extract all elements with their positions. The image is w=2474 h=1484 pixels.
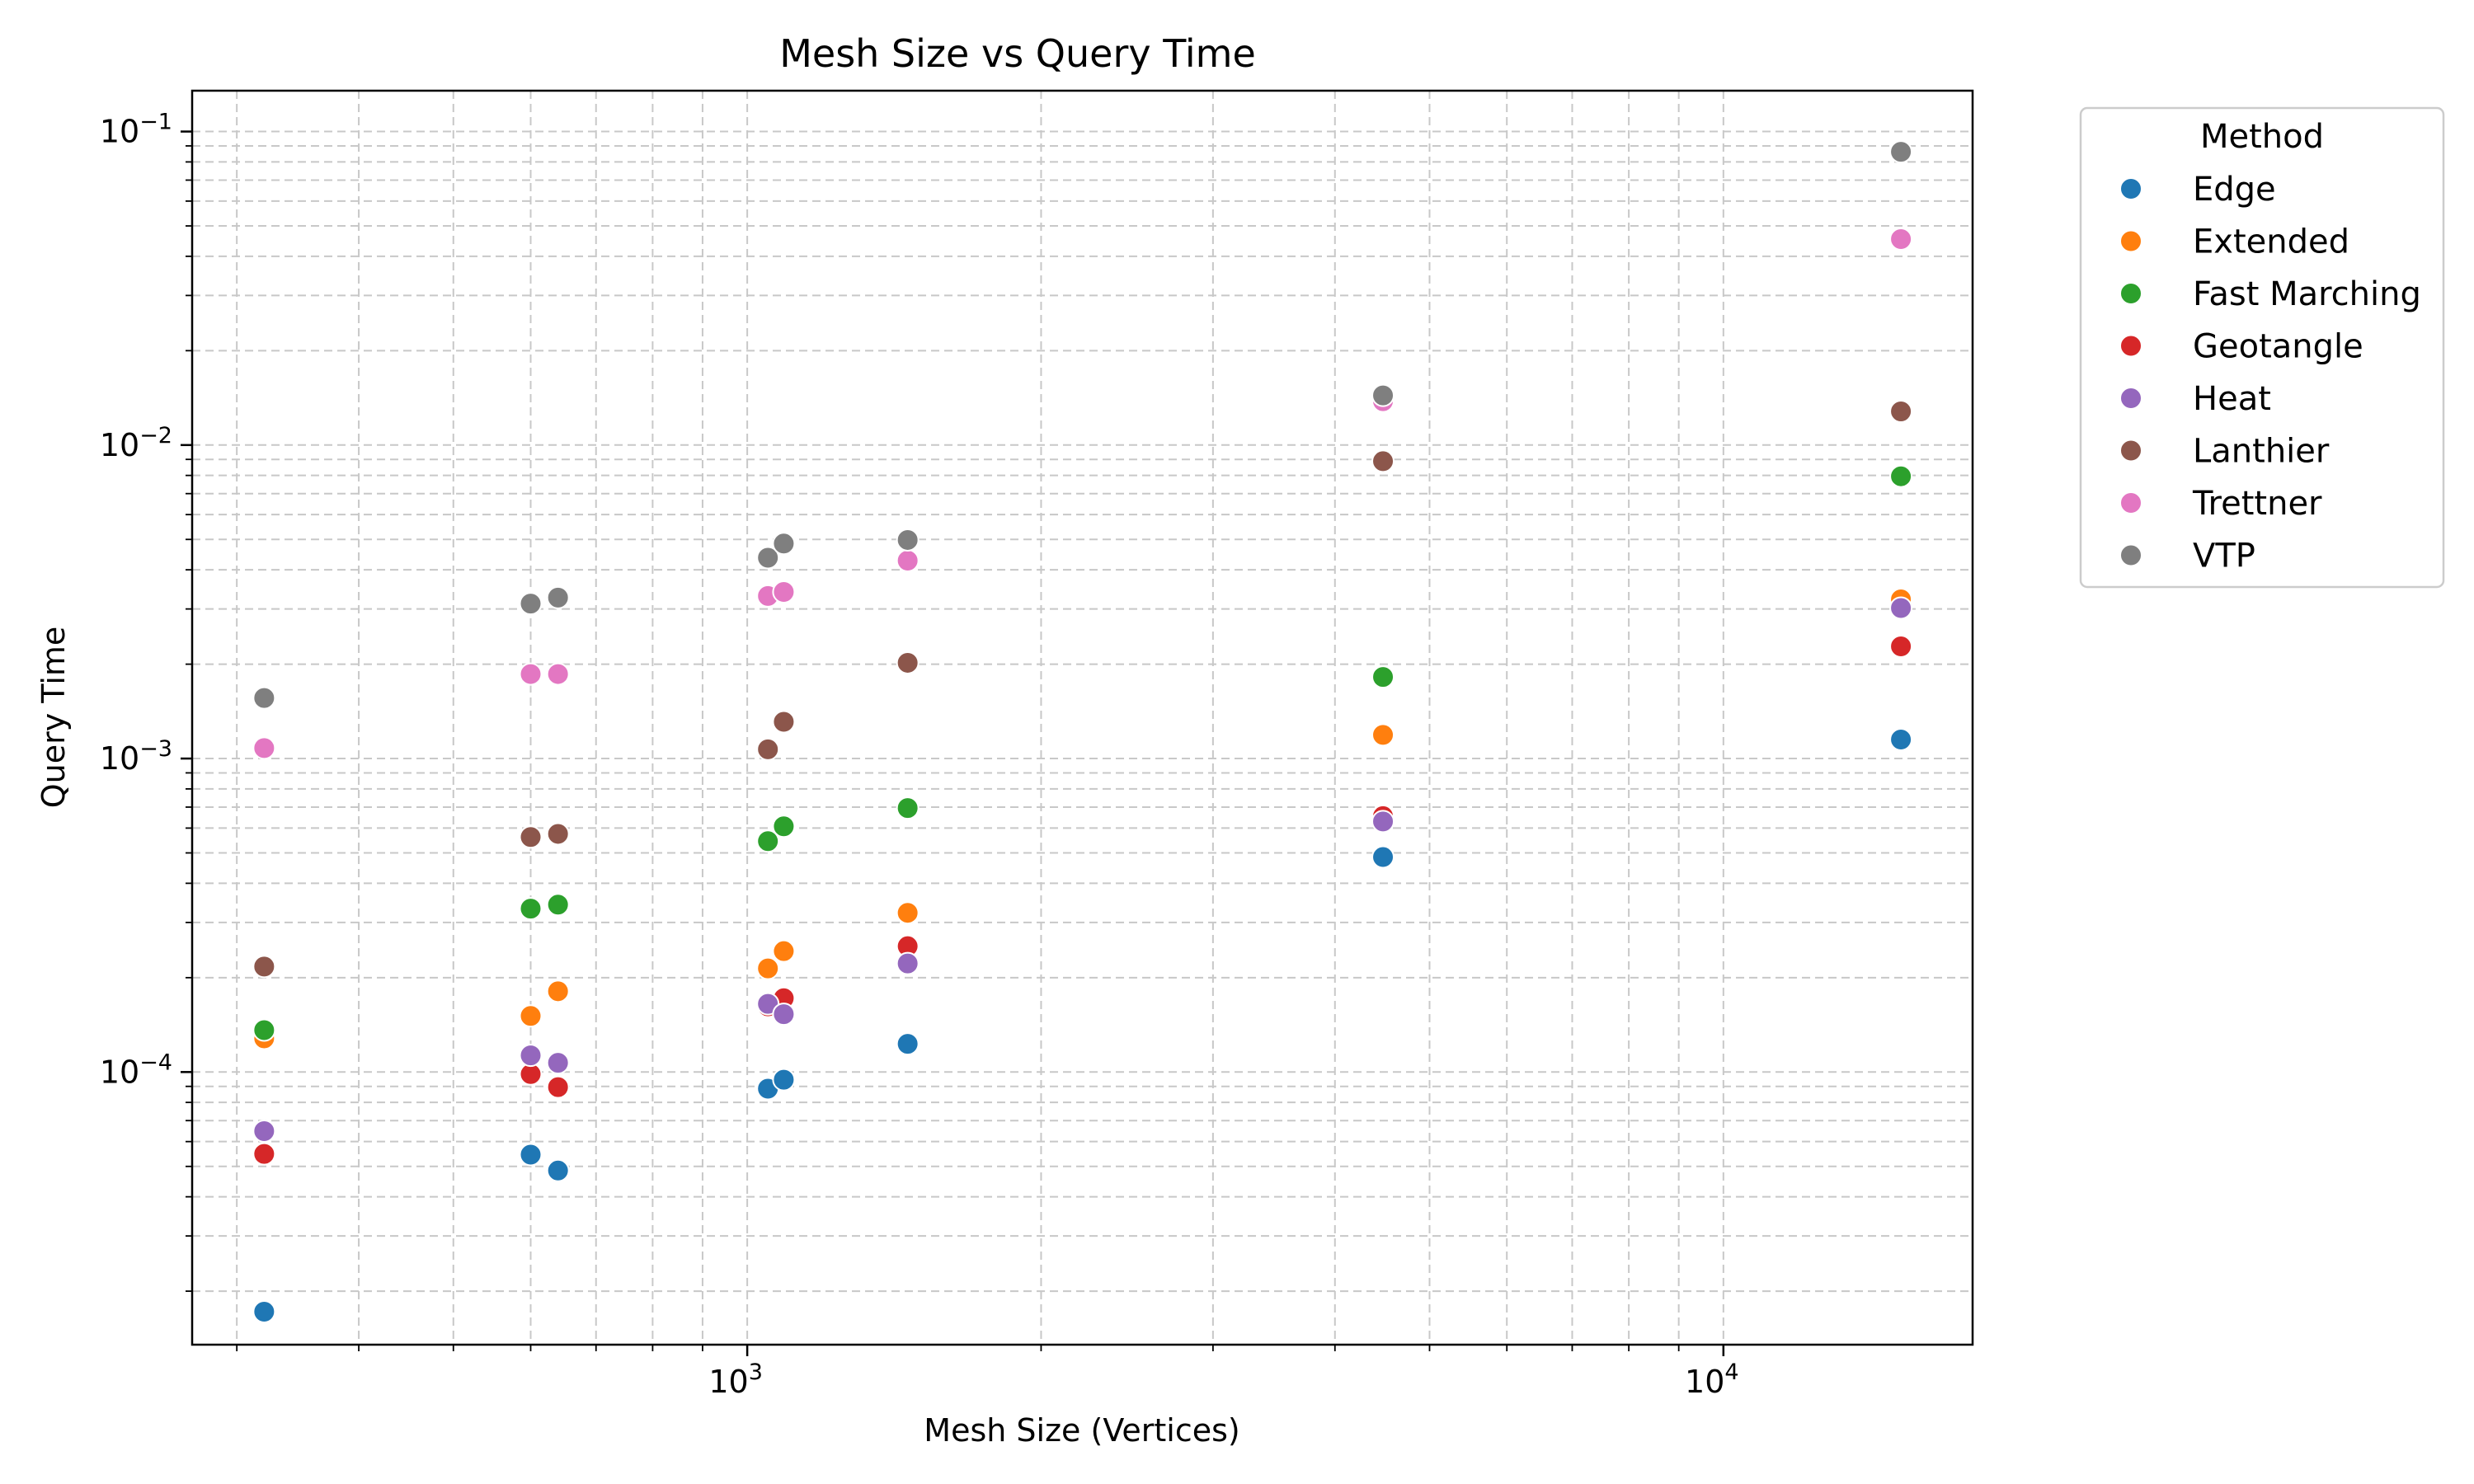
y-tick-label: 10−1 — [100, 110, 172, 150]
data-point-edge — [252, 1299, 276, 1323]
data-point-trettner — [519, 662, 543, 686]
data-point-vtp — [1889, 140, 1913, 164]
data-point-heat — [252, 1119, 276, 1143]
data-point-fast-marching — [1889, 464, 1913, 488]
data-point-extended — [896, 901, 920, 925]
legend-marker-vtp — [2119, 543, 2142, 567]
data-point-fast-marching — [772, 815, 796, 838]
data-point-fast-marching — [546, 893, 570, 917]
plot-area-frame — [190, 89, 1974, 1346]
data-point-fast-marching — [756, 829, 780, 853]
data-point-edge — [1371, 845, 1395, 869]
legend-label-lanthier: Lanthier — [2193, 433, 2330, 471]
y-tick-label: 10−2 — [100, 423, 172, 463]
data-point-lanthier — [1889, 400, 1913, 424]
legend-label-fast-marching: Fast Marching — [2193, 275, 2421, 313]
data-point-trettner — [252, 736, 276, 760]
data-point-lanthier — [519, 825, 543, 849]
data-point-trettner — [896, 548, 920, 572]
data-point-fast-marching — [896, 796, 920, 820]
legend-marker-heat — [2119, 387, 2142, 410]
legend-label-edge: Edge — [2193, 171, 2276, 209]
data-point-fast-marching — [519, 897, 543, 921]
data-point-fast-marching — [1371, 665, 1395, 689]
data-point-edge — [1889, 727, 1913, 751]
data-point-extended — [546, 979, 570, 1003]
data-point-edge — [772, 1068, 796, 1092]
legend-marker-fast-marching — [2119, 282, 2142, 305]
data-point-lanthier — [252, 955, 276, 979]
data-point-extended — [772, 939, 796, 963]
data-point-vtp — [519, 592, 543, 616]
y-axis-label: Query Time — [35, 627, 72, 809]
marker-layer — [252, 140, 1913, 1323]
legend-marker-lanthier — [2119, 439, 2142, 463]
data-point-geotangle — [1889, 634, 1913, 658]
data-point-trettner — [1889, 227, 1913, 251]
y-tick-label: 10−4 — [100, 1050, 172, 1090]
data-point-vtp — [1371, 383, 1395, 407]
data-point-lanthier — [896, 650, 920, 674]
y-tick-label: 10−3 — [100, 736, 172, 777]
legend-marker-trettner — [2119, 491, 2142, 514]
legend-label-vtp: VTP — [2193, 538, 2255, 575]
data-point-edge — [896, 1032, 920, 1056]
data-point-extended — [519, 1004, 543, 1028]
x-axis-label: Mesh Size (Vertices) — [924, 1412, 1239, 1449]
legend-label-extended: Extended — [2193, 223, 2349, 261]
data-point-heat — [1371, 810, 1395, 834]
legend-frame — [2079, 106, 2445, 589]
data-point-vtp — [896, 528, 920, 552]
legend-marker-extended — [2119, 229, 2142, 253]
data-point-trettner — [546, 662, 570, 686]
data-point-extended — [1371, 723, 1395, 747]
data-point-lanthier — [756, 737, 780, 761]
data-point-heat — [896, 951, 920, 975]
legend-label-trettner: Trettner — [2192, 485, 2322, 523]
chart-title: Mesh Size vs Query Time — [779, 31, 1256, 76]
legend-marker-geotangle — [2119, 334, 2142, 358]
data-point-vtp — [772, 532, 796, 556]
tick-layer: 103 104 10−4 10−3 10−2 10−1 — [100, 110, 1739, 1400]
data-point-heat — [519, 1044, 543, 1068]
data-point-geotangle — [546, 1075, 570, 1099]
data-point-lanthier — [546, 822, 570, 846]
data-point-trettner — [772, 580, 796, 603]
x-tick-label: 103 — [708, 1360, 763, 1400]
data-point-lanthier — [1371, 449, 1395, 473]
data-point-vtp — [252, 686, 276, 710]
legend-title: Method — [2200, 118, 2324, 156]
data-point-heat — [546, 1051, 570, 1075]
grid-layer — [192, 91, 1973, 1345]
data-point-vtp — [546, 585, 570, 609]
x-tick-label: 104 — [1685, 1360, 1739, 1400]
legend-label-heat: Heat — [2193, 380, 2271, 418]
data-point-edge — [519, 1143, 543, 1167]
legend-marker-edge — [2119, 177, 2142, 200]
data-point-heat — [1889, 596, 1913, 620]
legend-entries: Edge Extended Fast Marching Geotangle Heat La… — [2119, 171, 2421, 575]
legend-label-geotangle: Geotangle — [2193, 328, 2363, 366]
legend: Method Edge Extended Fast Marching Geotangl… — [2079, 106, 2445, 589]
data-point-fast-marching — [252, 1018, 276, 1042]
data-point-heat — [772, 1003, 796, 1026]
data-point-geotangle — [252, 1142, 276, 1166]
data-point-vtp — [756, 546, 780, 570]
data-point-lanthier — [772, 710, 796, 734]
data-point-edge — [546, 1158, 570, 1182]
data-point-extended — [756, 956, 780, 980]
